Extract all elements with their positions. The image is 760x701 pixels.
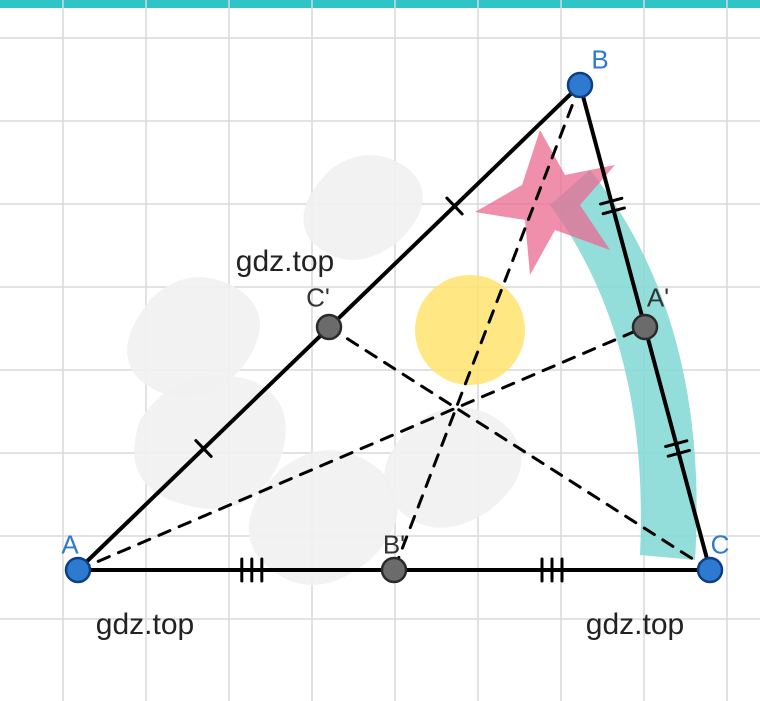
- label-C-prime: C': [306, 283, 330, 314]
- label-C: C: [711, 530, 730, 561]
- geometry-svg: [0, 0, 760, 701]
- label-B: B: [591, 45, 608, 76]
- watermark-1: gdz.top: [236, 245, 334, 279]
- label-B-prime: B': [383, 530, 405, 561]
- diagram-container: { "canvas": { "width": 760, "height": 70…: [0, 0, 760, 701]
- label-A: A: [61, 530, 78, 561]
- watermark-2: gdz.top: [96, 608, 194, 642]
- watermark-3: gdz.top: [586, 608, 684, 642]
- label-A-prime: A': [647, 283, 669, 314]
